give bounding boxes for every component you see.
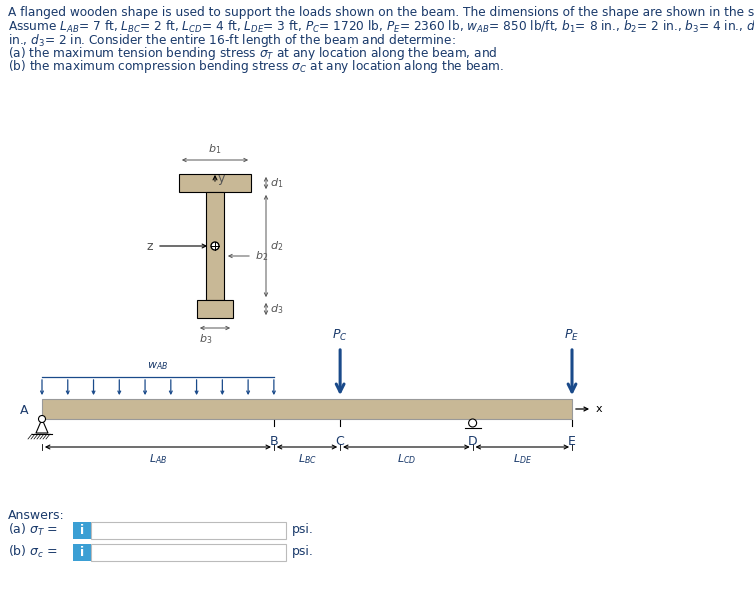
Text: $b_3$: $b_3$ <box>199 332 213 346</box>
Text: Assume $L_{AB}$= 7 ft, $L_{BC}$= 2 ft, $L_{CD}$= 4 ft, $L_{DE}$= 3 ft, $P_C$= 17: Assume $L_{AB}$= 7 ft, $L_{BC}$= 2 ft, $… <box>8 19 754 35</box>
Text: C: C <box>336 435 345 448</box>
Text: $w_{AB}$: $w_{AB}$ <box>147 360 169 372</box>
Circle shape <box>211 242 219 250</box>
Text: $d_3$: $d_3$ <box>270 302 284 316</box>
Circle shape <box>469 419 477 427</box>
Text: i: i <box>80 524 84 536</box>
Text: (a) $\sigma_T$ =: (a) $\sigma_T$ = <box>8 522 58 538</box>
Bar <box>206 192 224 300</box>
Text: D: D <box>467 435 477 448</box>
Text: E: E <box>568 435 576 448</box>
Text: in., $d_3$= 2 in. Consider the entire 16-ft length of the beam and determine:: in., $d_3$= 2 in. Consider the entire 16… <box>8 32 455 49</box>
Bar <box>197 300 233 318</box>
Bar <box>73 544 91 561</box>
Text: $L_{AB}$: $L_{AB}$ <box>149 452 167 466</box>
Text: $P_E$: $P_E$ <box>565 328 580 343</box>
Text: A flanged wooden shape is used to support the loads shown on the beam. The dimen: A flanged wooden shape is used to suppor… <box>8 6 754 19</box>
Text: $L_{DE}$: $L_{DE}$ <box>513 452 532 466</box>
Text: $L_{BC}$: $L_{BC}$ <box>298 452 317 466</box>
Text: z: z <box>146 240 153 252</box>
Text: (a) the maximum tension bending stress $\sigma_T$ at any location along the beam: (a) the maximum tension bending stress $… <box>8 45 498 62</box>
Text: (b) the maximum compression bending stress $\sigma_C$ at any location along the : (b) the maximum compression bending stre… <box>8 58 504 75</box>
Text: A: A <box>20 404 28 417</box>
Bar <box>42 399 572 419</box>
Bar <box>73 521 91 539</box>
Text: y: y <box>218 172 225 185</box>
Text: $d_1$: $d_1$ <box>270 176 284 190</box>
Text: psi.: psi. <box>292 545 314 559</box>
Text: $L_{CD}$: $L_{CD}$ <box>397 452 416 466</box>
Text: B: B <box>270 435 278 448</box>
Text: Answers:: Answers: <box>8 509 65 522</box>
Text: i: i <box>80 545 84 559</box>
Text: (b) $\sigma_c$ =: (b) $\sigma_c$ = <box>8 544 58 560</box>
Bar <box>179 174 251 192</box>
Bar <box>91 544 286 561</box>
Text: $b_1$: $b_1$ <box>208 142 222 156</box>
Text: x: x <box>596 404 602 414</box>
Text: $b_2$: $b_2$ <box>255 249 268 263</box>
Text: psi.: psi. <box>292 524 314 536</box>
Text: $P_C$: $P_C$ <box>333 328 348 343</box>
Circle shape <box>38 416 45 423</box>
Bar <box>91 521 286 539</box>
Text: $d_2$: $d_2$ <box>270 239 284 253</box>
